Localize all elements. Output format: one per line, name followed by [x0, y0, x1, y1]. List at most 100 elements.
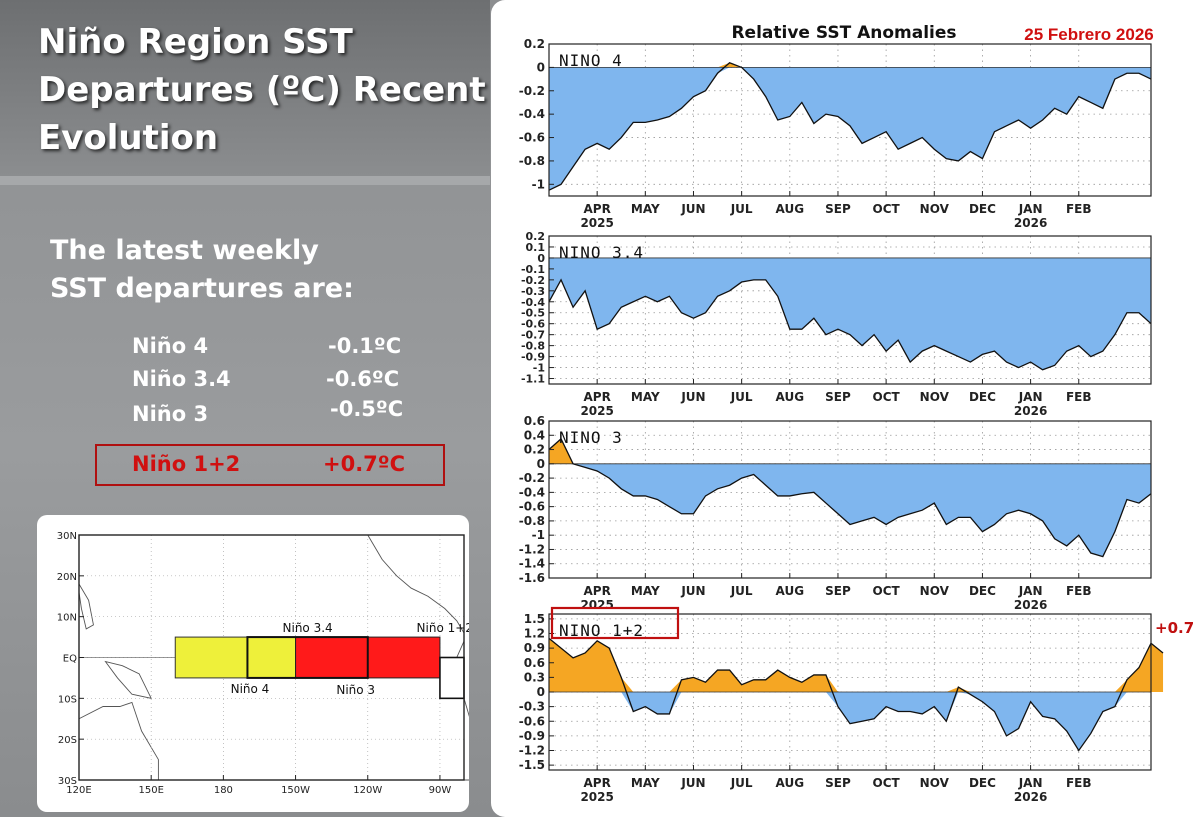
y-tick-label: -0.6 — [519, 500, 545, 514]
departure-name: Niño 3.4 — [132, 367, 231, 391]
y-tick-label: 0.6 — [524, 414, 545, 428]
departure-row-nino34: Niño 3.4 -0.6ºC — [0, 367, 490, 397]
x-tick-label: FEB — [1066, 202, 1092, 216]
panel-label: NINO 1+2 — [559, 621, 644, 640]
y-tick-label: -0.2 — [519, 471, 545, 485]
region-map-card: Niño 3.4 Niño 4 Niño 3 Niño 1+2 30N 20N 10N EQ 1… — [37, 515, 469, 812]
coastline — [366, 534, 465, 635]
x-tick-label: OCT — [873, 390, 901, 404]
y-tick-label: -1.6 — [519, 571, 545, 585]
y-tick-label: 0 — [537, 457, 545, 471]
coastline — [104, 660, 152, 699]
x-tick-label: MAY — [631, 390, 660, 404]
y-tick-label: -0.6 — [521, 318, 545, 331]
y-tick-label: 0.1 — [526, 241, 546, 254]
x-year-label: 2025 — [580, 216, 613, 230]
x-tick-label: JUN — [680, 390, 705, 404]
x-tick-label: NOV — [920, 390, 950, 404]
panel-highlight-box — [550, 606, 680, 640]
region-map: Niño 3.4 Niño 4 Niño 3 Niño 1+2 30N 20N 10N EQ 1… — [57, 531, 469, 796]
x-tick-label: AUG — [776, 202, 805, 216]
x-year-label: 2025 — [580, 404, 613, 418]
x-year-label: 2025 — [580, 790, 613, 804]
x-tick-label: JUL — [730, 584, 753, 598]
y-tick-label: -0.8 — [519, 514, 545, 528]
x-tick-label: JAN — [1018, 776, 1043, 790]
y-tick-label: -1 — [532, 177, 545, 191]
x-year-label: 2026 — [1014, 404, 1047, 418]
x-tick-label: AUG — [776, 776, 805, 790]
coastline — [78, 582, 94, 630]
x-tick-label: NOV — [920, 584, 950, 598]
departure-value: -0.1ºC — [328, 334, 402, 358]
positive-area — [549, 638, 1164, 692]
departure-value: -0.5ºC — [330, 397, 404, 421]
x-tick-label: AUG — [776, 584, 805, 598]
y-tick-label: 0 — [537, 252, 545, 265]
x-tick-label: SEP — [825, 584, 851, 598]
y-tick-label: -0.9 — [519, 729, 545, 743]
chart-date: 25 Febrero 2026 — [1024, 25, 1153, 44]
x-tick-label: NOV — [920, 776, 950, 790]
intro-text: The latest weekly SST departures are: — [50, 235, 354, 304]
region-label: Niño 3.4 — [283, 621, 333, 635]
series-line — [548, 61, 1152, 191]
y-tick-label: 0.4 — [524, 428, 545, 442]
y-tick-label: -0.9 — [521, 351, 545, 364]
chart-panel: Relative SST Anomalies 25 Febrero 2026 0.2… — [491, 0, 1199, 817]
panel-nino-3-4: 0.20.10-0.1-0.2-0.3-0.4-0.5-0.6-0.7-0.8-… — [521, 230, 1152, 418]
lat-label: 10N — [57, 613, 77, 624]
lat-label: EQ — [63, 654, 77, 665]
x-tick-label: SEP — [825, 202, 851, 216]
y-tick-label: 0.2 — [524, 443, 545, 457]
negative-area — [549, 463, 1151, 557]
y-tick-label: -0.6 — [519, 131, 545, 145]
y-tick-label: -1.5 — [519, 758, 545, 772]
x-tick-label: JAN — [1018, 390, 1043, 404]
positive-area — [549, 438, 1151, 464]
y-tick-label: -0.4 — [519, 107, 545, 121]
departure-row-nino4: Niño 4 -0.1ºC — [0, 334, 490, 364]
x-tick-label: DEC — [969, 584, 996, 598]
x-tick-label: AUG — [776, 390, 805, 404]
x-tick-label: JUL — [730, 776, 753, 790]
x-tick-label: DEC — [969, 390, 996, 404]
departure-name: Niño 4 — [132, 334, 209, 358]
lon-label: 150E — [138, 785, 163, 796]
sst-anomaly-chart: Relative SST Anomalies 25 Febrero 20260.2… — [519, 23, 1194, 804]
x-tick-label: MAY — [631, 776, 660, 790]
x-year-label: 2026 — [1014, 790, 1047, 804]
region-ni-o-3-4 — [246, 636, 369, 679]
positive-area — [549, 62, 1151, 68]
y-tick-label: -0.4 — [521, 296, 545, 309]
y-tick-label: 0.2 — [526, 230, 546, 243]
x-tick-label: JUN — [680, 584, 705, 598]
x-tick-label: JUN — [680, 202, 705, 216]
coastline — [78, 701, 159, 781]
lat-label: 10S — [58, 694, 77, 705]
x-tick-label: APR — [583, 776, 610, 790]
title-band — [0, 0, 490, 176]
panel-frame — [548, 420, 1152, 579]
panel-frame — [548, 235, 1152, 385]
y-tick-label: -1.1 — [521, 373, 545, 386]
x-tick-label: MAY — [631, 584, 660, 598]
y-tick-label: 0 — [537, 685, 545, 699]
y-tick-label: -0.8 — [521, 340, 545, 353]
panel-frame — [548, 43, 1152, 197]
region-label: Niño 4 — [231, 682, 270, 696]
region-ni-o-1-2 — [439, 656, 465, 700]
y-tick-label: -0.7 — [521, 329, 545, 342]
lon-label: 90W — [429, 785, 452, 796]
y-tick-label: -0.1 — [521, 263, 545, 276]
panel-nino-1-2: 1.51.20.90.60.30-0.3-0.6-0.9-1.2-1.5APR2… — [519, 606, 1194, 804]
panel-label: NINO 3.4 — [559, 243, 644, 262]
y-tick-label: 1.2 — [524, 627, 545, 641]
y-tick-label: -0.2 — [521, 274, 545, 287]
lat-label: 20N — [57, 572, 77, 583]
y-tick-label: -0.5 — [521, 307, 545, 320]
y-tick-label: 0.9 — [524, 641, 545, 655]
x-year-label: 2026 — [1014, 598, 1047, 612]
lat-label: 30N — [57, 531, 77, 542]
